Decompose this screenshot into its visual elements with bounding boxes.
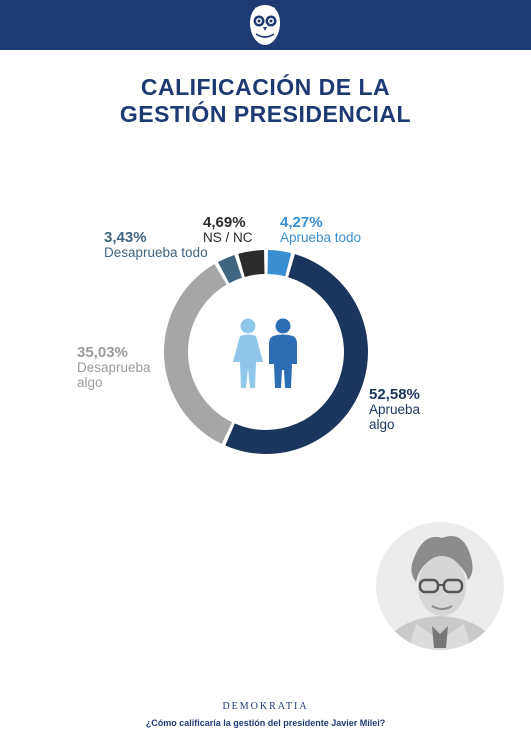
slice-aprueba-algo: [225, 254, 368, 454]
text-aprueba-algo-1: Aprueba: [369, 402, 421, 417]
text-aprueba-todo: Aprueba todo: [280, 230, 362, 245]
slice-desaprueba-algo: [164, 263, 233, 444]
value-aprueba-algo: 52,58%: [369, 386, 420, 403]
brand-name: DEMOKRATIA: [222, 701, 309, 712]
page-title: CALIFICACIÓN DE LA GESTIÓN PRESIDENCIAL: [0, 74, 531, 128]
president-portrait: [376, 522, 504, 650]
label-desaprueba-algo: 35,03% Desaprueba algo: [77, 345, 151, 390]
label-aprueba-algo: 52,58% Aprueba algo: [369, 387, 420, 432]
text-aprueba-algo-2: algo: [369, 417, 395, 432]
header-band: [0, 0, 531, 50]
value-ns-nc: 4,69%: [203, 214, 246, 231]
text-ns-nc: NS / NC: [203, 230, 253, 245]
survey-question: ¿Cómo calificaría la gestión del preside…: [145, 718, 386, 728]
text-desaprueba-algo-1: Desaprueba: [77, 360, 151, 375]
slice-aprueba-todo: [267, 250, 292, 277]
label-desaprueba-todo: 3,43% Desaprueba todo: [104, 230, 208, 260]
slice-desaprueba-todo: [217, 254, 242, 284]
value-desaprueba-todo: 3,43%: [104, 229, 147, 246]
donut-chart: [164, 250, 368, 454]
text-desaprueba-algo-2: algo: [77, 375, 103, 390]
owl-logo-icon: [250, 5, 280, 45]
text-desaprueba-todo: Desaprueba todo: [104, 245, 208, 260]
label-aprueba-todo: 4,27% Aprueba todo: [280, 215, 361, 245]
label-ns-nc: 4,69% NS / NC: [203, 215, 253, 245]
title-line-2: GESTIÓN PRESIDENCIAL: [119, 101, 412, 127]
value-desaprueba-algo: 35,03%: [77, 344, 128, 361]
slice-ns-nc: [238, 250, 265, 277]
value-aprueba-todo: 4,27%: [280, 214, 323, 231]
woman-man-icon: [233, 318, 297, 388]
title-line-1: CALIFICACIÓN DE LA: [140, 74, 391, 100]
